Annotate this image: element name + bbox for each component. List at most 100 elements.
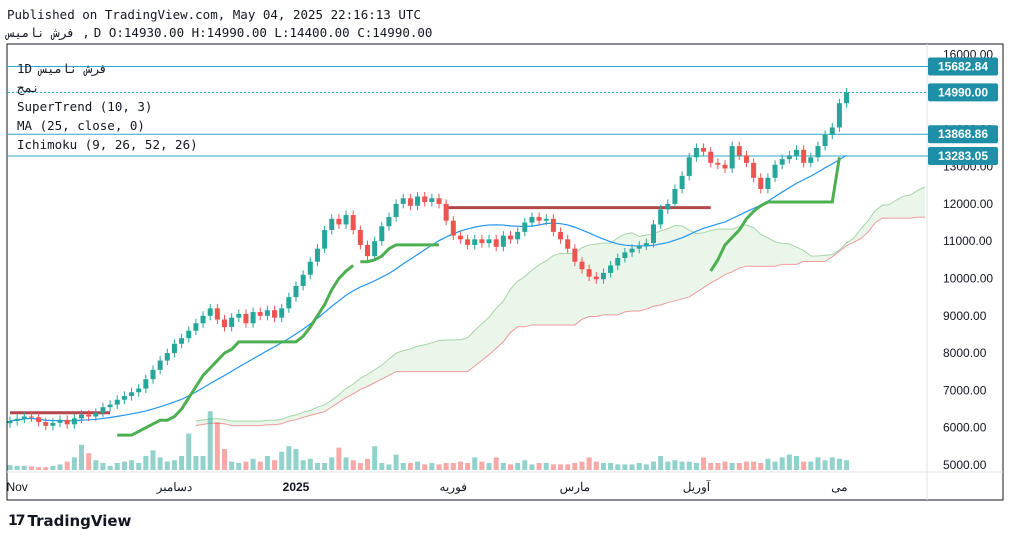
volume-bar [322, 463, 328, 470]
candle [529, 212, 535, 228]
volume-bar [164, 461, 170, 470]
volume-bar [708, 463, 714, 470]
volume-bar [293, 449, 299, 470]
price-level-label: 13868.86 [938, 127, 988, 141]
candle-body [572, 248, 578, 262]
candle [758, 173, 764, 194]
candle [400, 193, 406, 209]
candle [686, 152, 692, 181]
candle-body [400, 198, 406, 204]
volume-bar [57, 464, 63, 470]
candle [64, 415, 70, 429]
candle [643, 238, 649, 251]
candle-body [236, 313, 242, 318]
volume-bar [522, 460, 528, 470]
volume-bar [150, 450, 156, 470]
candle [136, 384, 142, 397]
volume-bar [536, 463, 542, 470]
volume-bar [272, 460, 278, 470]
candle [243, 309, 249, 328]
candle-body [715, 162, 721, 165]
volume-bar [207, 411, 213, 470]
candle [222, 315, 227, 332]
candle-body [243, 313, 249, 324]
candle [558, 227, 564, 244]
candle [193, 318, 199, 336]
volume-bar [64, 461, 70, 470]
volume-bar [472, 457, 478, 470]
volume-bar [844, 460, 850, 470]
volume-bar [822, 460, 828, 470]
volume-bar [365, 458, 370, 470]
candle [179, 333, 185, 349]
legend-line: 1D فرش ناميس [17, 61, 107, 77]
candle-body [43, 422, 49, 426]
volume-bar [336, 447, 342, 470]
candle-body [758, 177, 764, 189]
volume-bar [243, 461, 249, 470]
supertrend-line [360, 243, 439, 264]
volume-bar [565, 464, 571, 470]
candle-body [515, 231, 521, 240]
candle [415, 191, 421, 211]
candle-body [14, 418, 20, 421]
volume-bar [329, 457, 335, 470]
candle [722, 160, 728, 173]
candle-body [179, 338, 185, 344]
candle [836, 98, 842, 132]
volume-bar [257, 461, 263, 470]
candle [822, 130, 828, 151]
candle-body [736, 146, 742, 156]
candle-body [593, 276, 599, 280]
candle-body [543, 218, 549, 221]
price-level-label: 15682.84 [938, 60, 988, 74]
candle [672, 184, 678, 209]
candle-body [300, 274, 306, 286]
candle-body [815, 146, 821, 158]
time-axis-label: 2025 [283, 480, 310, 494]
candle-body [529, 216, 535, 223]
candle [729, 141, 735, 173]
volume-bar [28, 466, 34, 470]
volume-bar [622, 464, 628, 470]
candle-body [157, 360, 163, 370]
candle-body [743, 155, 749, 163]
volume-bar [779, 457, 785, 470]
candle-body [121, 395, 127, 400]
candle-body [665, 203, 671, 210]
candle [736, 141, 742, 160]
time-axis-label: فوريه [440, 480, 468, 494]
price-tick-label: 8000.00 [943, 346, 987, 360]
candle [379, 221, 385, 246]
candle-body [701, 147, 707, 152]
volume-bar [508, 464, 513, 470]
candle-body [779, 159, 785, 165]
candle [393, 199, 399, 222]
candle-body [7, 420, 13, 424]
candle-body [114, 399, 120, 405]
volume-bar [722, 461, 728, 470]
candle-body [836, 103, 842, 128]
candle-body [465, 239, 471, 245]
volume-bar [493, 457, 499, 470]
candle [207, 303, 213, 321]
candle-body [143, 379, 149, 389]
tradingview-logo: 17 TradingView [8, 512, 131, 530]
candle [450, 216, 456, 241]
candle-body [79, 414, 84, 419]
candle [693, 143, 699, 162]
volume-bar [615, 464, 621, 470]
candle-body [407, 198, 413, 206]
price-tick-label: 5000.00 [943, 458, 987, 472]
candle [36, 412, 42, 427]
candle [300, 270, 306, 291]
candle-body [522, 222, 528, 232]
candle [615, 253, 621, 270]
candle-body [36, 417, 42, 423]
volume-bar [543, 463, 549, 470]
candle [708, 147, 714, 168]
candle-body [786, 155, 792, 160]
candle [772, 160, 778, 183]
candle [765, 173, 771, 194]
